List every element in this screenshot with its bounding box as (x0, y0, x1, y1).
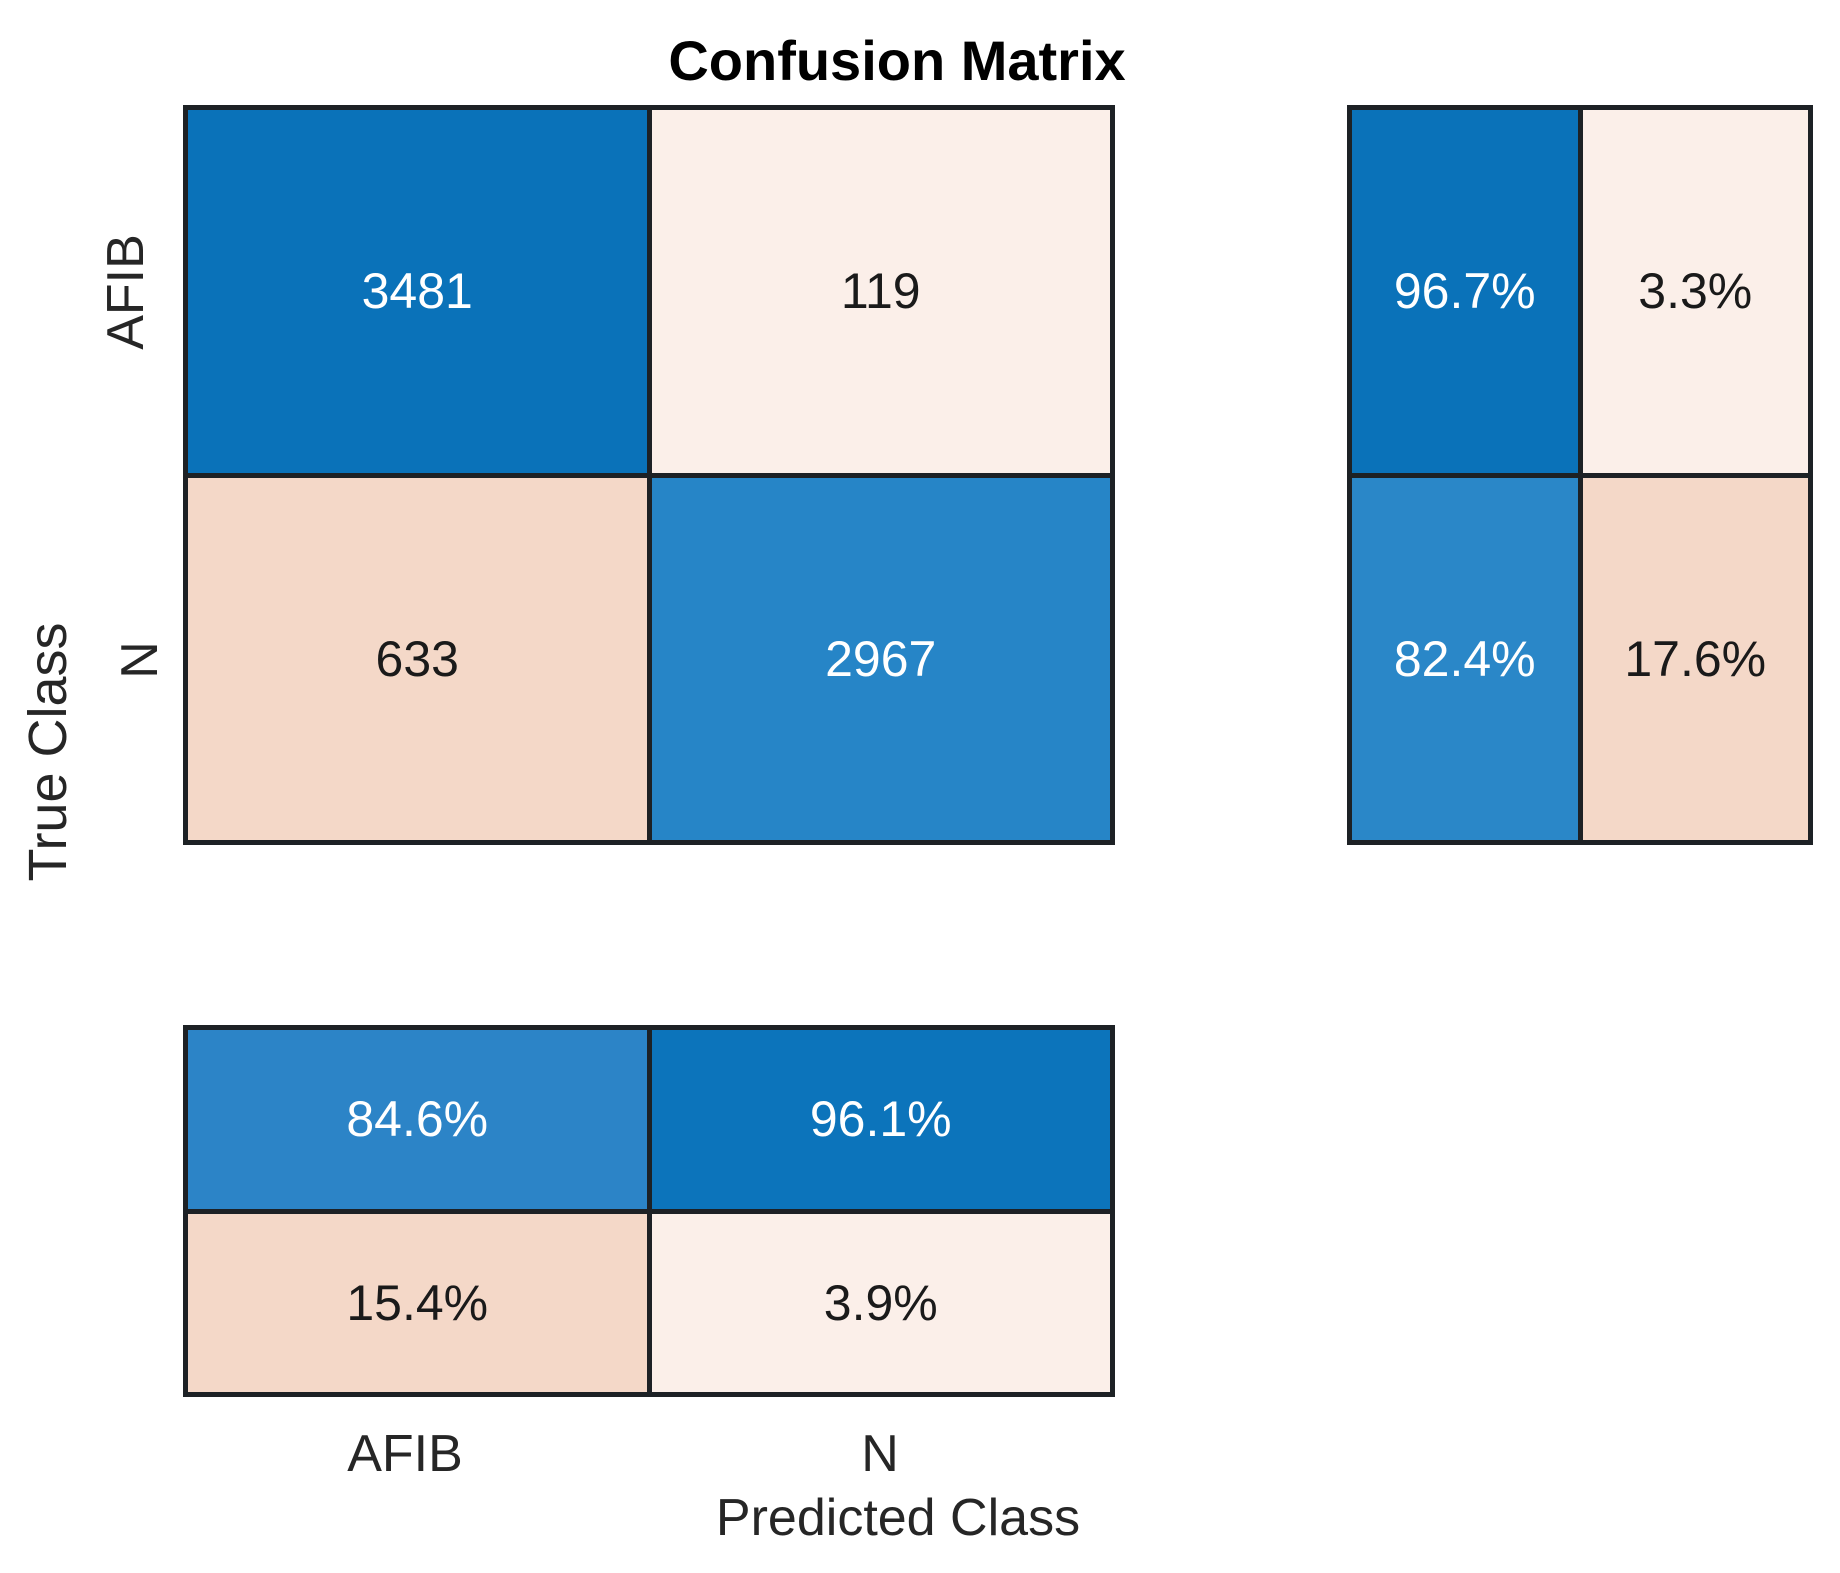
y-tick-label-n: N (111, 641, 169, 679)
chart-title: Confusion Matrix (668, 29, 1126, 92)
matrix-cell-true-afib-pred-n: 119 (651, 110, 1110, 473)
x-axis-label: Predicted Class (715, 1489, 1081, 1547)
x-tick-label-afib: AFIB (347, 1425, 463, 1483)
row-summary-cell-n-correct: 82.4% (1352, 477, 1578, 840)
row-summary-grid: 96.7% 3.3% 82.4% 17.6% (1347, 105, 1813, 845)
matrix-cell-true-n-pred-n: 2967 (651, 477, 1110, 840)
column-summary-grid: 84.6% 96.1% 15.4% 3.9% (183, 1025, 1115, 1397)
y-axis-label: True Class (18, 622, 78, 882)
matrix-cell-true-afib-pred-afib: 3481 (188, 110, 647, 473)
row-summary-cell-afib-incorrect: 3.3% (1582, 110, 1808, 473)
column-summary-cell-afib-correct: 84.6% (188, 1030, 647, 1209)
matrix-cell-true-n-pred-afib: 633 (188, 477, 647, 840)
column-summary-cell-n-incorrect: 3.9% (651, 1213, 1110, 1392)
x-tick-label-n: N (861, 1425, 899, 1483)
row-summary-cell-afib-correct: 96.7% (1352, 110, 1578, 473)
y-tick-label-afib: AFIB (97, 234, 155, 350)
row-summary-cell-n-incorrect: 17.6% (1582, 477, 1808, 840)
column-summary-cell-afib-incorrect: 15.4% (188, 1213, 647, 1392)
column-summary-cell-n-correct: 96.1% (651, 1030, 1110, 1209)
confusion-matrix-main-grid: 3481 119 633 2967 (183, 105, 1115, 845)
